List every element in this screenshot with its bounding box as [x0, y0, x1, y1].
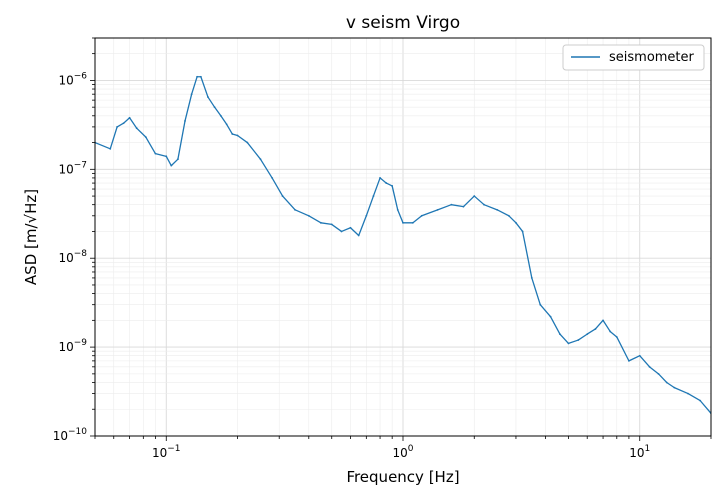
data-point	[657, 372, 660, 375]
data-point	[246, 141, 249, 144]
data-point	[320, 221, 322, 224]
legend-box	[562, 44, 705, 71]
data-point	[372, 195, 375, 197]
data-point	[615, 336, 618, 338]
legend-label-seismometer: seismometer	[609, 50, 695, 65]
data-point	[184, 120, 186, 122]
data-point	[530, 277, 533, 279]
data-point	[462, 205, 465, 208]
data-point	[116, 126, 119, 128]
data-point	[165, 155, 168, 158]
data-point	[349, 226, 352, 229]
data-point	[385, 182, 388, 184]
data-point	[699, 399, 702, 402]
data-point	[673, 386, 676, 389]
data-point	[177, 158, 179, 161]
data-point	[496, 208, 499, 211]
tick-layer: 10−1 100 101 10−10 10−9 10−8 10−7 10−6	[53, 37, 712, 460]
data-point	[128, 116, 131, 119]
data-point	[207, 96, 209, 98]
data-point	[420, 214, 423, 217]
data-point	[330, 223, 333, 226]
series-line-seismometer	[95, 76, 711, 414]
data-point	[196, 75, 199, 78]
data-point	[271, 177, 274, 179]
data-point	[357, 234, 360, 237]
data-point	[628, 359, 630, 362]
grid-layer	[94, 37, 712, 437]
data-point	[473, 195, 476, 197]
y-tick-label: 10−9	[58, 338, 87, 354]
data-point	[567, 342, 570, 345]
data-point	[559, 333, 561, 336]
data-point	[213, 106, 216, 109]
data-point	[577, 339, 580, 341]
data-point	[225, 123, 228, 126]
data-point	[307, 214, 310, 217]
data-point	[436, 208, 439, 211]
data-point	[231, 133, 234, 135]
y-tick-label: 10−8	[58, 249, 87, 265]
data-point	[648, 365, 651, 368]
data-point	[602, 319, 604, 322]
data-point	[379, 177, 381, 179]
data-point	[507, 214, 510, 217]
chart-title: v seism Virgo	[346, 13, 460, 33]
data-point	[665, 381, 668, 384]
data-point	[396, 208, 399, 211]
data-point	[450, 203, 453, 206]
data-point	[154, 152, 157, 155]
x-tick-label: 100	[392, 444, 413, 460]
x-axis-label: Frequency [Hz]	[346, 468, 459, 486]
data-point	[402, 221, 404, 224]
data-point	[365, 214, 368, 217]
y-tick-label: 10−7	[58, 160, 87, 176]
data-point	[539, 303, 542, 306]
data-point	[259, 158, 262, 161]
x-tick-label: 101	[629, 444, 650, 460]
data-point	[219, 114, 222, 117]
data-point	[340, 230, 343, 233]
x-tick-label: 10−1	[152, 444, 181, 460]
y-tick-label: 10−10	[53, 427, 88, 443]
data-point	[199, 75, 202, 78]
data-point	[122, 122, 125, 125]
legend: seismometer	[562, 44, 705, 71]
data-point	[638, 354, 641, 357]
data-point	[411, 221, 414, 224]
y-axis-label: ASD [m/√Hz]	[22, 189, 40, 285]
data-point	[687, 392, 689, 395]
data-point	[609, 330, 612, 333]
series-layer	[95, 75, 711, 415]
data-point	[294, 208, 296, 211]
y-tick-label: 10−6	[58, 71, 87, 87]
data-point	[135, 127, 138, 130]
data-point	[391, 185, 394, 187]
data-point	[549, 315, 552, 318]
data-point	[144, 136, 147, 139]
data-point	[109, 147, 112, 150]
data-point	[586, 333, 589, 336]
data-point	[483, 203, 485, 206]
data-point	[190, 93, 193, 96]
data-point	[281, 195, 284, 197]
data-point	[521, 230, 524, 233]
data-point	[594, 328, 597, 330]
data-point	[515, 221, 517, 224]
data-point	[170, 164, 173, 167]
data-point	[236, 134, 239, 137]
